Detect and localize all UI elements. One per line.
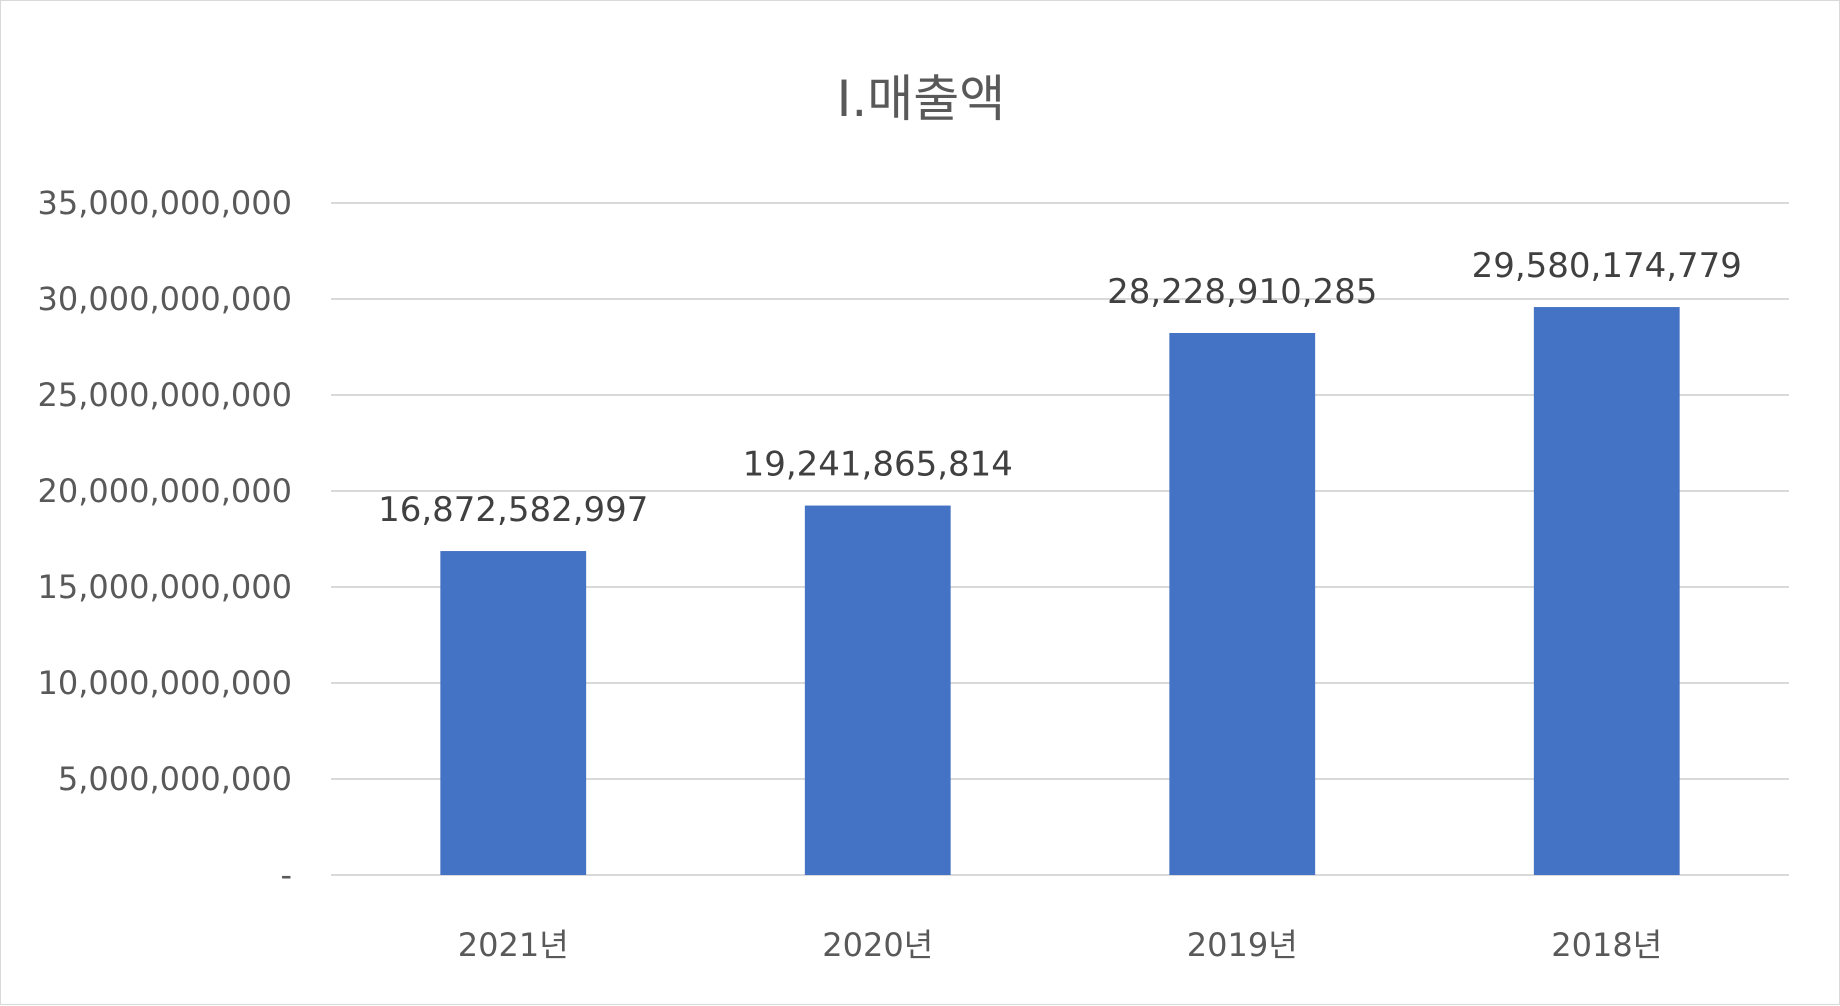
- bar: [440, 551, 587, 875]
- bars: [440, 307, 1680, 876]
- x-tick-label: 2019년: [1187, 926, 1298, 964]
- bar: [1533, 307, 1680, 875]
- y-tick-label: 10,000,000,000: [38, 664, 292, 702]
- y-tick-label: 5,000,000,000: [58, 760, 292, 798]
- x-axis-ticks: 2021년 2020년 2019년 2018년: [458, 926, 1662, 964]
- chart-title: Ⅰ.매출액: [837, 70, 1006, 128]
- data-label: 28,228,910,285: [1107, 272, 1377, 312]
- y-tick-label: 20,000,000,000: [38, 472, 292, 510]
- bar: [804, 505, 951, 875]
- x-tick-label: 2021년: [458, 926, 569, 964]
- bar: [1169, 333, 1316, 876]
- data-label: 16,872,582,997: [378, 490, 648, 530]
- x-tick-label: 2020년: [822, 926, 933, 964]
- data-label: 29,580,174,779: [1472, 246, 1742, 286]
- x-tick-label: 2018년: [1551, 926, 1662, 964]
- y-tick-label: 35,000,000,000: [38, 184, 292, 222]
- y-tick-label: 25,000,000,000: [38, 376, 292, 414]
- y-tick-label: 30,000,000,000: [38, 280, 292, 318]
- data-labels: 16,872,582,997 19,241,865,814 28,228,910,2…: [378, 246, 1742, 530]
- y-tick-label: 15,000,000,000: [38, 568, 292, 606]
- y-tick-label: -: [280, 856, 292, 894]
- y-axis-ticks: - 5,000,000,000 10,000,000,000 15,000,000,0…: [38, 184, 292, 894]
- data-label: 19,241,865,814: [743, 445, 1013, 485]
